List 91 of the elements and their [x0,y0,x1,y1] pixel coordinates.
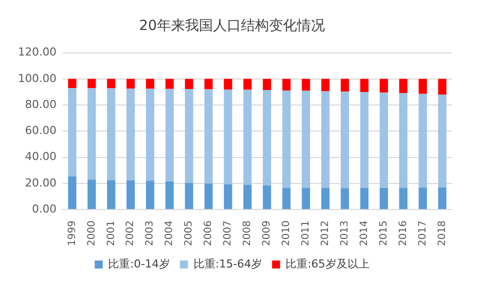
x-tick-label: 2005 [184,220,195,246]
bar [302,90,310,188]
bar [165,181,174,210]
bar [224,184,232,210]
bar [418,94,427,188]
bar [88,78,96,88]
bar [204,184,213,210]
bar [68,88,76,176]
bar [146,78,154,89]
bar [107,88,116,180]
y-tick-label: 20.00 [24,176,56,190]
bar [126,78,135,88]
bar [146,180,154,210]
bar [380,78,388,93]
x-tick-label: 2000 [86,220,98,246]
legend-label: 比重:0-14岁 [108,257,170,270]
bar [399,93,408,188]
bar [262,185,272,210]
bar [184,78,194,89]
bar [438,94,446,188]
bar [107,78,116,88]
bar [360,188,368,210]
bar [321,188,330,210]
x-tick-label: 2017 [417,220,428,246]
x-tick-label: 2001 [106,220,117,246]
bar [399,78,408,94]
bar [165,78,174,89]
bar [360,78,368,92]
bar [321,91,330,188]
bar [262,90,272,186]
x-tick-label: 2012 [320,220,332,246]
y-tick-label: 60.00 [24,124,56,138]
bar [380,188,388,210]
x-tick-label: 2011 [300,220,312,246]
legend-label: 比重:65岁及以上 [286,257,370,270]
y-tick-label: 40.00 [24,150,56,164]
y-tick-label: 80.00 [24,98,56,111]
bar [262,78,272,90]
bar [418,188,427,210]
x-tick-label: 2008 [242,220,254,246]
bar [88,88,96,180]
bar [302,78,310,91]
x-tick-label: 2015 [378,220,390,246]
bar [282,90,291,188]
bar [204,89,213,184]
bar [68,78,76,88]
bar [282,78,291,91]
bar [321,78,330,92]
x-tick-label: 2006 [203,220,214,246]
y-tick-label: 0.00 [32,202,56,216]
bar [126,180,135,210]
bar [184,183,194,210]
chart-title: 20年来我国人口结构变化情况 [139,18,325,34]
bar [204,78,213,90]
bar [224,90,232,184]
x-tick-label: 2014 [358,220,370,246]
bar [68,176,76,210]
bar [438,78,446,94]
y-tick-label: 100.00 [18,72,56,85]
x-tick-label: 2002 [125,220,136,246]
bar [399,188,408,210]
bar [243,78,252,90]
bar [360,92,368,188]
bar [146,88,154,181]
bar [165,88,174,182]
y-tick-label: 120.00 [18,46,56,59]
x-tick-label: 2016 [398,220,409,246]
bar [107,180,116,210]
bar [243,90,252,185]
bar [418,78,427,94]
legend-label: 比重:15-64岁 [193,257,262,270]
bar [302,188,310,210]
bar [243,184,252,210]
bar [126,88,135,180]
x-tick-label: 2007 [222,220,234,246]
bar [340,78,350,92]
x-tick-label: 1999 [66,220,78,246]
x-tick-label: 2013 [339,220,350,246]
bar [184,88,194,184]
bar [380,92,388,188]
x-tick-label: 2004 [164,220,176,246]
bar [340,188,350,210]
x-tick-label: 2003 [144,220,156,246]
bar [88,180,96,210]
bar [438,187,446,210]
bar [340,92,350,188]
x-tick-label: 2010 [281,220,292,246]
x-tick-label: 2018 [436,220,448,246]
bar [282,188,291,210]
bar [224,78,232,90]
x-tick-label: 2009 [262,220,273,246]
